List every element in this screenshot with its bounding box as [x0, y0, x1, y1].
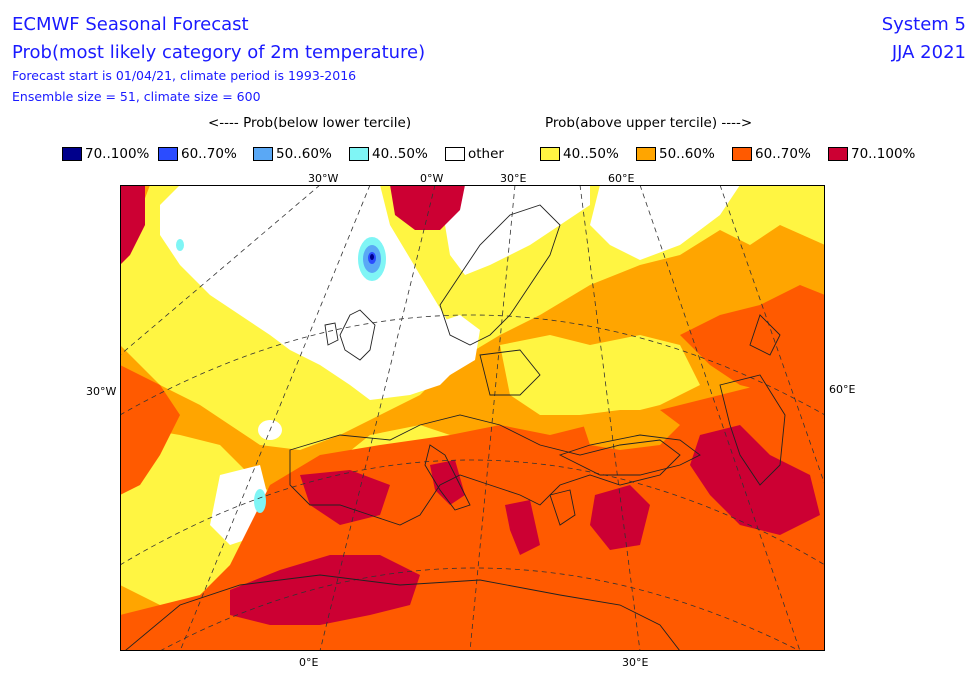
legend-item-below-60-70: 60..70% — [158, 145, 237, 163]
legend-item-below-70-100: 70..100% — [62, 145, 149, 163]
legend-item-other: other — [445, 145, 504, 163]
graticule — [120, 185, 825, 651]
lat-label-right: 60°E — [829, 383, 856, 396]
forecast-title: ECMWF Seasonal Forecast — [12, 14, 249, 35]
field-other-russia — [590, 185, 740, 260]
legend-item-above-40-50: 40..50% — [540, 145, 619, 163]
legend-label: 50..60% — [659, 146, 715, 162]
field-60-70-northeast — [680, 285, 825, 395]
lon-label-top: 30°W — [308, 172, 339, 185]
legend-swatch — [253, 147, 273, 161]
legend-swatch — [158, 147, 178, 161]
below-tercile-label: <---- Prob(below lower tercile) — [208, 115, 412, 131]
system-label: System 5 — [881, 14, 966, 35]
legend-label: 60..70% — [181, 146, 237, 162]
field-other-baltic — [410, 315, 480, 380]
field-other-atlantic — [160, 185, 460, 400]
lon-label-bottom: 0°E — [299, 656, 319, 669]
field-below-40-50 — [176, 239, 184, 251]
legend-swatch — [540, 147, 560, 161]
legend-swatch — [62, 147, 82, 161]
legend-swatch — [445, 147, 465, 161]
legend-label: 40..50% — [563, 146, 619, 162]
legend-item-above-50-60: 50..60% — [636, 145, 715, 163]
forecast-start-info: Forecast start is 01/04/21, climate peri… — [12, 68, 357, 83]
legend-label: 60..70% — [755, 146, 811, 162]
legend-swatch — [732, 147, 752, 161]
legend-swatch — [636, 147, 656, 161]
coastlines — [124, 204, 786, 651]
forecast-map — [120, 185, 825, 651]
period-label: JJA 2021 — [891, 42, 966, 63]
lon-label-top: 30°E — [500, 172, 527, 185]
map-frame — [120, 185, 825, 651]
legend-label: 70..100% — [85, 146, 150, 162]
legend-item-above-70-100: 70..100% — [828, 145, 915, 163]
field-other-north — [440, 185, 590, 275]
field-70-100-north-atlantic — [390, 185, 465, 230]
legend-swatch — [828, 147, 848, 161]
lon-label-top: 0°W — [420, 172, 444, 185]
ensemble-info: Ensemble size = 51, climate size = 600 — [12, 89, 261, 104]
legend-label: 40..50% — [372, 146, 428, 162]
field-orange-east — [580, 410, 680, 450]
field-70-100-west — [120, 185, 145, 265]
field-60-70-west — [120, 365, 180, 495]
legend-item-below-50-60: 50..60% — [253, 145, 332, 163]
field-70-100-italy — [430, 460, 465, 505]
field-below-70-100 — [370, 254, 374, 260]
legend-label: other — [468, 146, 504, 162]
lon-label-bottom: 30°E — [622, 656, 649, 669]
lat-label-left: 30°W — [86, 385, 117, 398]
legend-swatch — [349, 147, 369, 161]
field-70-100-turkey — [590, 485, 650, 550]
field-below-40-50 — [254, 489, 266, 513]
forecast-subtitle: Prob(most likely category of 2m temperat… — [12, 42, 426, 63]
field-70-100-caspian — [690, 425, 820, 535]
field-yellow-east — [500, 335, 700, 415]
field-70-100-algeria — [300, 470, 390, 525]
field-70-100-greece — [505, 500, 540, 555]
field-70-100-africa — [230, 555, 420, 625]
legend-label: 50..60% — [276, 146, 332, 162]
legend-item-above-60-70: 60..70% — [732, 145, 811, 163]
legend-item-below-40-50: 40..50% — [349, 145, 428, 163]
lon-label-top: 60°E — [608, 172, 635, 185]
legend-label: 70..100% — [851, 146, 916, 162]
above-tercile-label: Prob(above upper tercile) ----> — [545, 115, 753, 131]
